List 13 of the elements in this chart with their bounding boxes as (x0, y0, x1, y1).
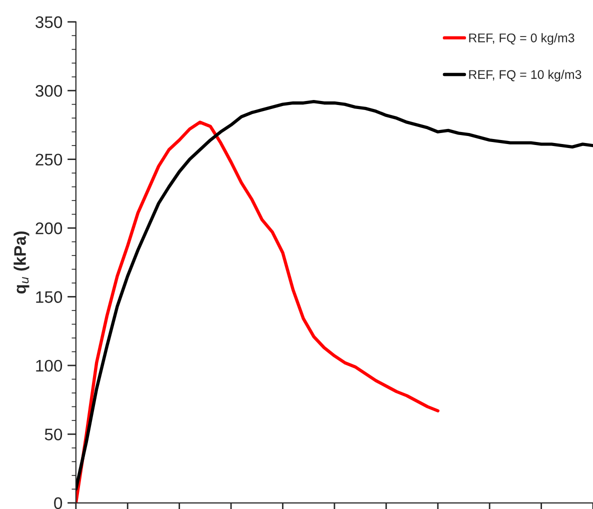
y-tick-label: 200 (36, 222, 62, 234)
legend-label: REF, FQ = 0 kg/m3 (469, 33, 574, 45)
y-tick-label: 0 (54, 497, 62, 509)
line-series (76, 100, 593, 491)
legend-label: REF, FQ = 10 kg/m3 (469, 70, 582, 82)
y-tick-label: 150 (36, 291, 62, 303)
y-tick-label: 50 (44, 428, 62, 440)
y-axis-title: q$_{u}$ (kPa) (14, 231, 30, 294)
y-tick-label: 300 (36, 85, 62, 97)
y-tick-label: 350 (36, 16, 62, 28)
y-tick-label: 250 (36, 154, 62, 166)
y-tick-label: 100 (36, 360, 62, 372)
line-series (76, 120, 440, 503)
